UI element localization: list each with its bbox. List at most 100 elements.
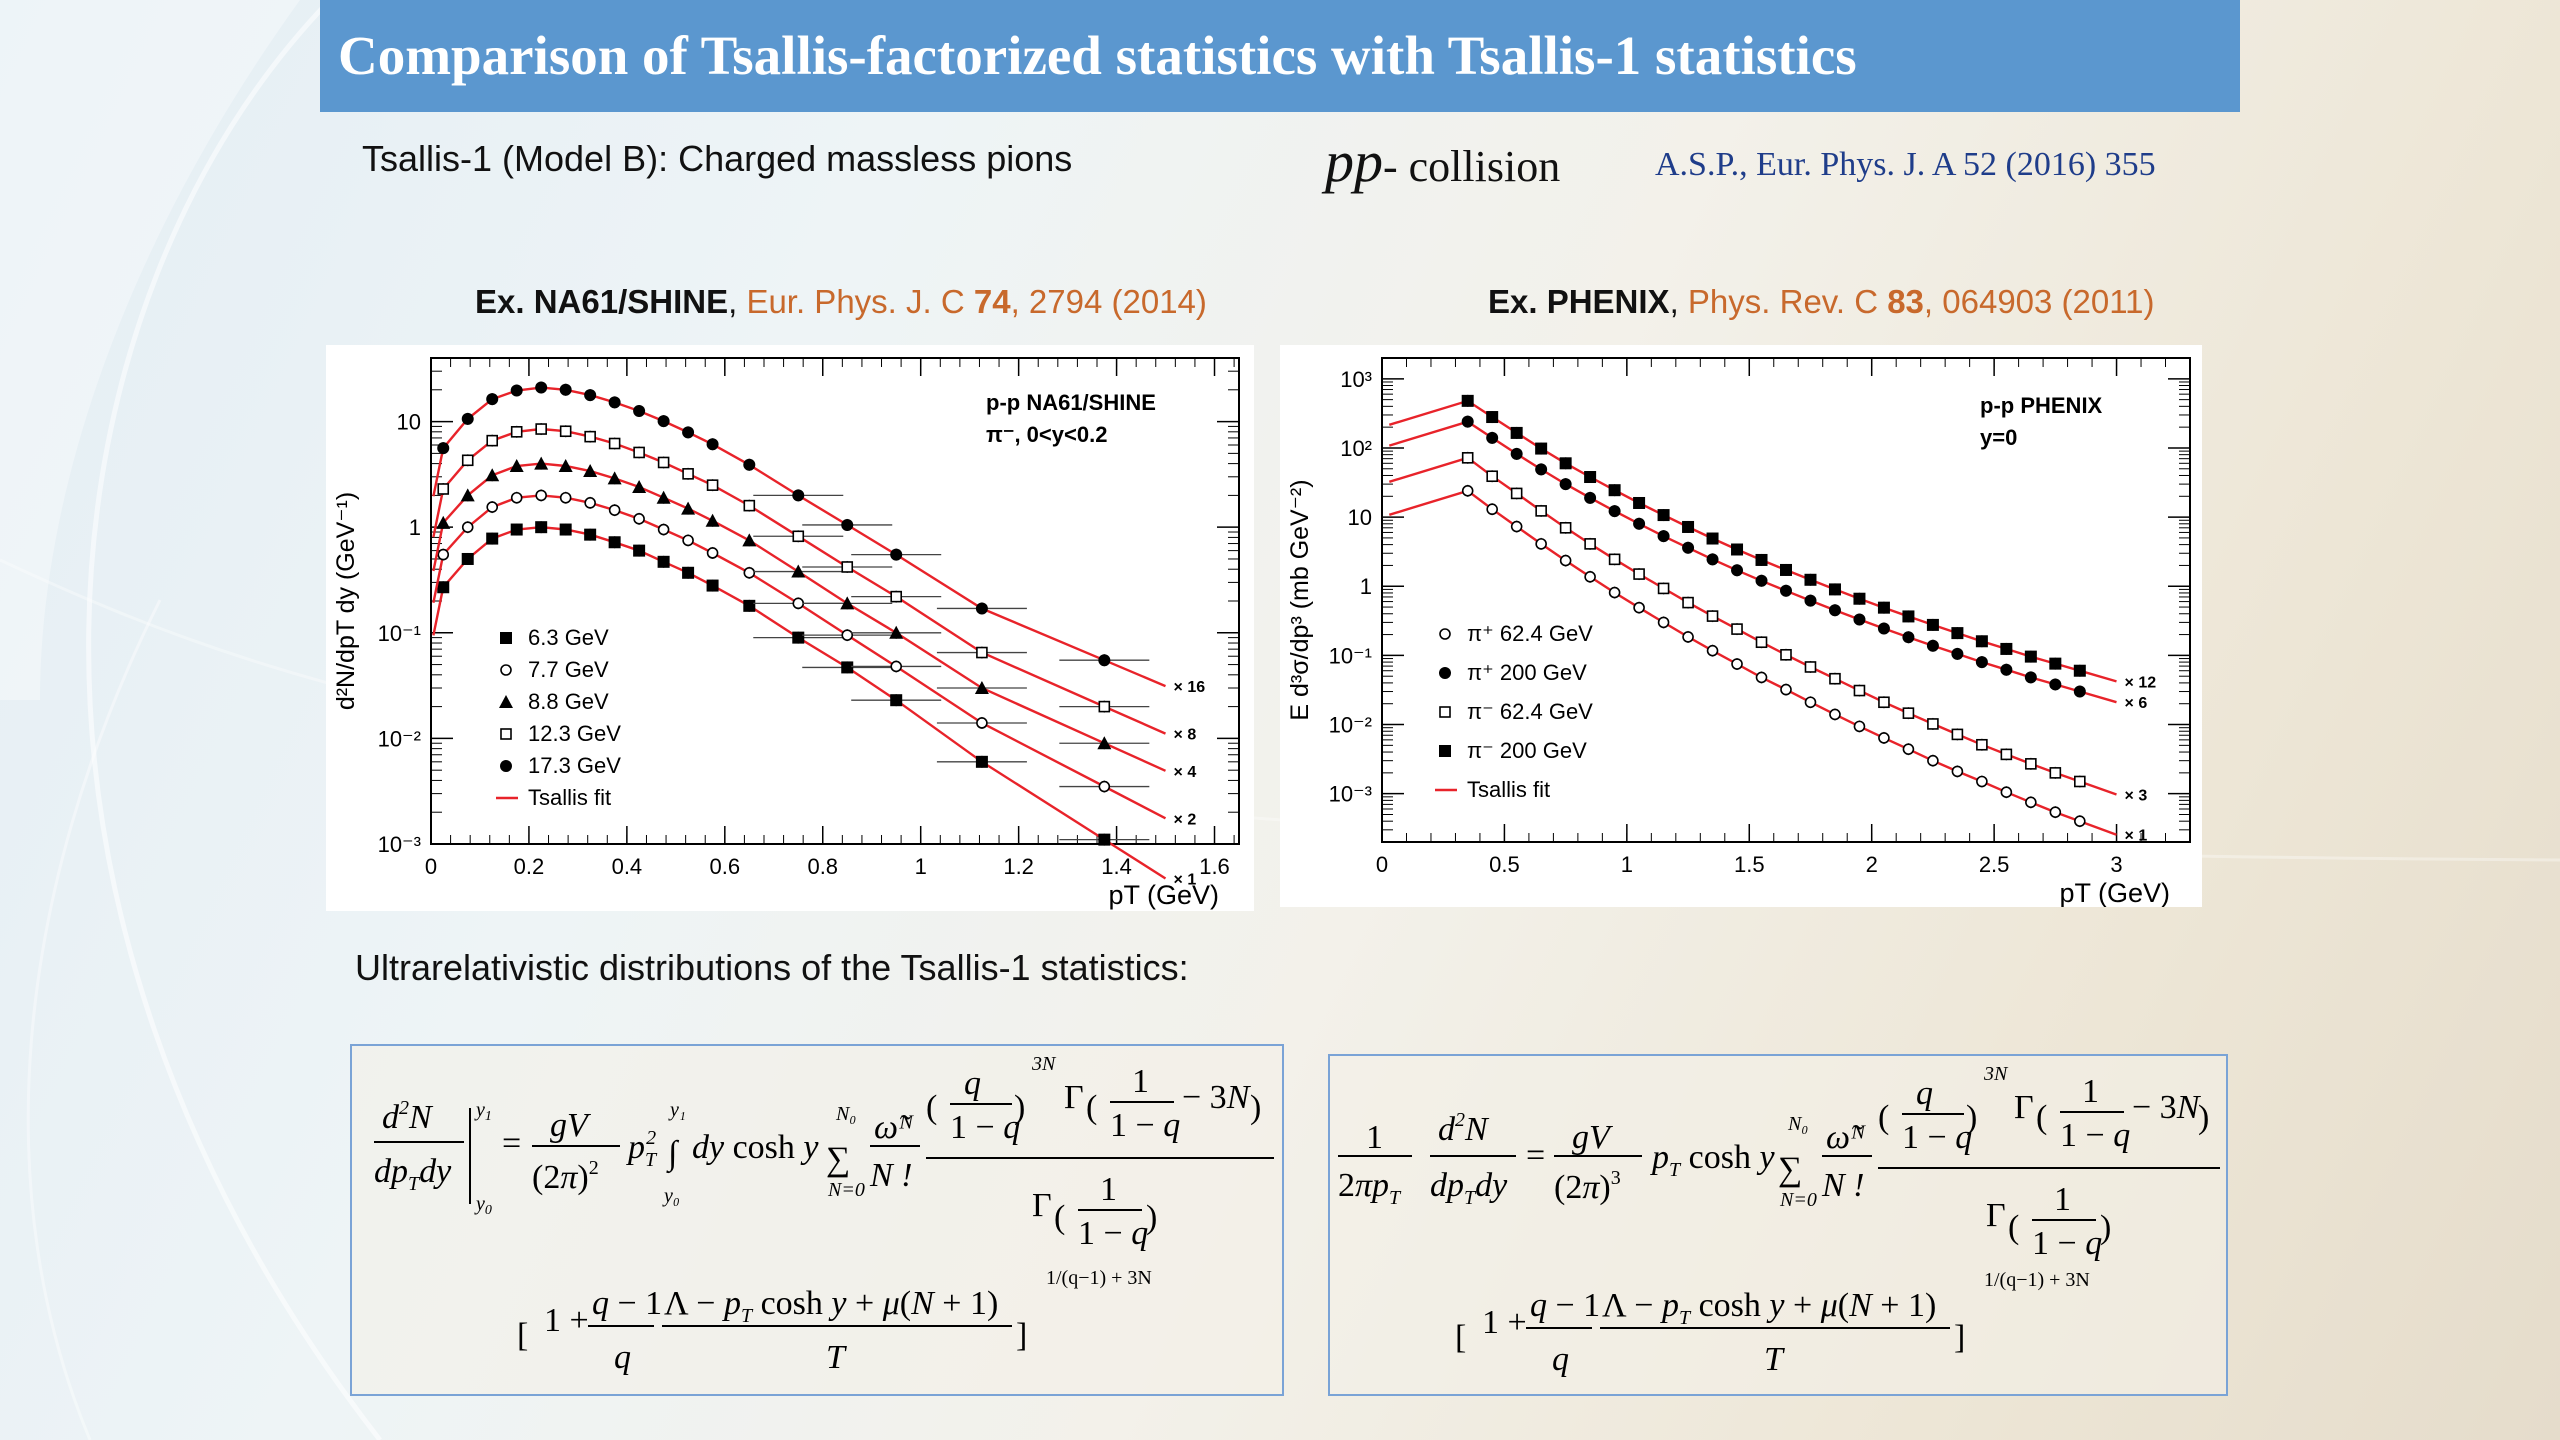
data-point — [792, 530, 805, 543]
fr-g2-1mq: 1 − q — [2032, 1225, 2102, 1262]
tsallis-fit-line — [1388, 399, 2117, 683]
y-tick-label: 10⁻² — [1329, 713, 1372, 738]
legend-fit-label: Tsallis fit — [528, 785, 611, 810]
left-caption-sep: , — [728, 283, 747, 320]
na61-plot-panel: 0 0.2 0.4 0.6 0.8 1 1.2 1.4 1.6 10⁻³ 10⁻² 10⁻¹ 1 10 pT… — [326, 345, 1254, 911]
data-point — [1097, 736, 1112, 750]
data-point — [633, 513, 645, 525]
chart-subtitle: y=0 — [1980, 425, 2017, 450]
fl-g-one: 1 — [1132, 1063, 1149, 1100]
fr-nfact: N ! — [1821, 1167, 1865, 1204]
data-point — [1510, 447, 1523, 460]
legend-marker — [1439, 628, 1451, 640]
section-label: Ultrarelativistic distributions of the T… — [355, 947, 1189, 988]
data-point — [1804, 573, 1817, 586]
data-point — [743, 499, 756, 512]
fl-lambda: Λ − pT cosh y + μ(N + 1) — [664, 1285, 998, 1327]
data-point — [743, 566, 756, 579]
fl-sum-top: N₀ — [835, 1103, 856, 1125]
data-point — [841, 518, 854, 531]
x-tick-label: 0.4 — [612, 854, 643, 879]
fr-lhs-den: dpTdy — [1430, 1167, 1508, 1209]
legend-fit-label: Tsallis fit — [1467, 777, 1550, 802]
fl-minus3n: − 3N — [1182, 1079, 1252, 1116]
data-point — [1657, 616, 1670, 629]
fl-pow3n: 3N — [1031, 1053, 1057, 1075]
fr-omega: ω̃ᴺ — [1826, 1119, 1866, 1156]
data-point — [706, 438, 719, 451]
data-point — [1731, 543, 1744, 556]
data-point — [1902, 743, 1915, 755]
data-point — [1878, 696, 1890, 709]
data-point — [510, 523, 523, 536]
x-tick-label: 0.2 — [514, 854, 545, 879]
data-point — [1682, 541, 1695, 554]
data-point — [1853, 613, 1866, 626]
data-point — [890, 590, 903, 603]
right-caption-pages: , 064903 (2011) — [1923, 283, 2155, 320]
fl-pre-num: gV — [550, 1107, 592, 1144]
fl-1mq: 1 − q — [950, 1109, 1020, 1146]
data-point — [1559, 554, 1572, 567]
data-point — [461, 412, 474, 425]
data-point — [1780, 563, 1792, 576]
data-point — [461, 454, 474, 467]
fr-1mq: 1 − q — [1902, 1119, 1972, 1156]
fl-gparen-open: ( — [1086, 1089, 1097, 1126]
x-tick-label: 1 — [1621, 852, 1633, 877]
data-point — [1877, 622, 1890, 635]
fl-q: q — [964, 1065, 981, 1102]
data-point — [1706, 532, 1719, 545]
data-point — [791, 564, 806, 578]
data-point — [1098, 654, 1111, 667]
na61-chart: 0 0.2 0.4 0.6 0.8 1 1.2 1.4 1.6 10⁻³ 10⁻² 10⁻¹ 1 10 pT… — [332, 357, 1240, 910]
data-point — [486, 501, 499, 513]
series-group — [1388, 394, 2117, 683]
data-point — [1535, 505, 1547, 517]
data-point — [1976, 775, 1988, 788]
data-point — [1706, 610, 1719, 622]
data-point — [976, 717, 988, 729]
fr-sum-top: N₀ — [1787, 1113, 1808, 1135]
data-point — [1853, 684, 1866, 697]
data-point — [1633, 601, 1645, 614]
fr-2pipt: 2πpT — [1338, 1167, 1402, 1209]
data-point — [792, 597, 805, 610]
data-point — [1976, 738, 1988, 751]
data-point — [608, 396, 621, 409]
data-point — [583, 464, 598, 478]
y-tick-label: 1 — [409, 515, 421, 540]
legend-marker — [499, 695, 513, 708]
data-point — [1828, 604, 1841, 617]
y-tick-label: 10⁻¹ — [1329, 643, 1372, 668]
data-point — [2049, 657, 2062, 670]
legend-marker — [1439, 667, 1451, 679]
data-point — [743, 599, 756, 612]
data-point — [1461, 485, 1474, 497]
series-group — [432, 489, 1167, 820]
data-point — [706, 547, 719, 559]
plot-frame — [1381, 357, 2191, 843]
x-tick-label: 1.6 — [1199, 854, 1230, 879]
fr-gparen-open: ( — [2036, 1099, 2047, 1136]
data-point — [1461, 415, 1474, 428]
fr-g2-one: 1 — [2054, 1181, 2071, 1218]
x-tick-label: 0 — [425, 854, 437, 879]
data-point — [975, 755, 988, 768]
data-point — [1706, 644, 1719, 657]
data-point — [1098, 780, 1111, 793]
data-point — [1608, 586, 1621, 599]
data-point — [437, 442, 450, 455]
data-point — [2024, 671, 2037, 684]
data-point — [2073, 685, 2086, 698]
data-point — [1098, 700, 1111, 713]
data-point — [1975, 656, 1988, 669]
data-point — [2074, 815, 2086, 827]
scale-label: × 4 — [1174, 764, 1197, 781]
fl-g2paren-open: ( — [1054, 1199, 1065, 1236]
formula-left: d2N dpTdy y1 y0 = gV (2π)2 pT2 ∫ y₁ y₀ d… — [374, 1053, 1274, 1376]
y-tick-label: 10⁻¹ — [378, 621, 421, 646]
data-point — [1951, 647, 1964, 660]
data-point — [2049, 678, 2062, 691]
left-caption-ref: Eur. Phys. J. C 74, 2794 (2014) — [746, 283, 1206, 320]
